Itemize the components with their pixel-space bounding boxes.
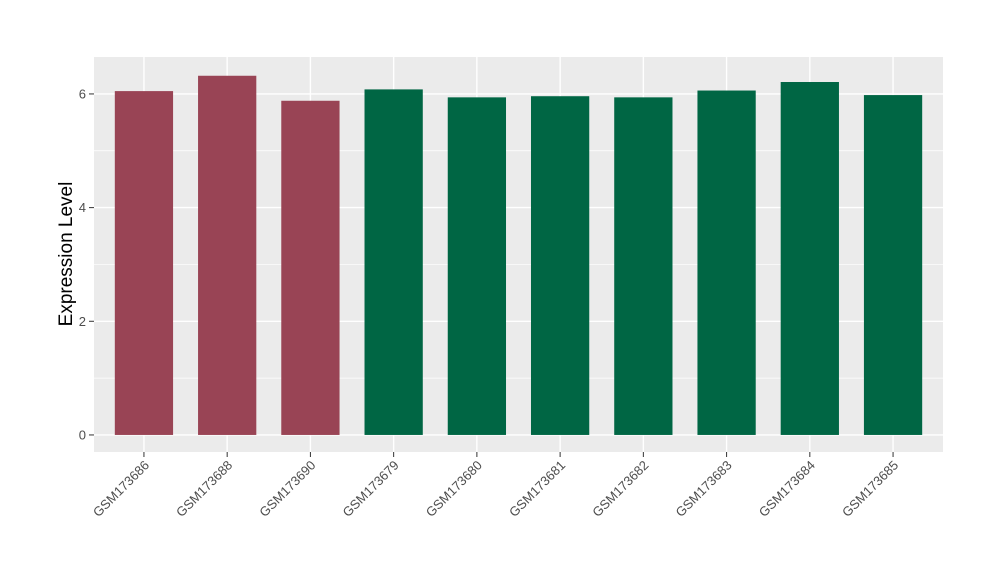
bars: [114, 75, 923, 435]
y-tick-label: 6: [79, 86, 86, 101]
x-tick-label: GSM173682: [589, 458, 651, 520]
x-tick-label: GSM173686: [90, 458, 152, 520]
bar-GSM173690: [281, 100, 340, 435]
bar-GSM173681: [530, 96, 590, 435]
x-tick-label: GSM173679: [340, 458, 402, 520]
bar-GSM173685: [863, 95, 923, 435]
y-axis-label: Expression Level: [56, 182, 77, 327]
bar-GSM173686: [114, 91, 174, 435]
bar-GSM173688: [198, 75, 257, 435]
bar-GSM173683: [697, 90, 756, 435]
x-tick-label: GSM173680: [423, 458, 485, 520]
x-axis: GSM173686 GSM173688 GSM173690 GSM173679 GSM1…: [90, 452, 901, 520]
x-tick-label: GSM173681: [506, 458, 568, 520]
bar-GSM173680: [447, 97, 507, 435]
y-tick-label: 0: [79, 427, 86, 442]
bar-GSM173679: [364, 89, 423, 435]
bar-GSM173684: [780, 82, 839, 435]
y-tick-label: 2: [79, 314, 86, 329]
y-axis: 0 2 4 6: [79, 86, 94, 442]
bar-GSM173682: [614, 97, 673, 435]
x-tick-label: GSM173685: [839, 458, 901, 520]
x-tick-label: GSM173684: [756, 458, 818, 520]
x-tick-label: GSM173688: [173, 458, 235, 520]
x-tick-label: GSM173690: [256, 458, 318, 520]
y-tick-label: 4: [79, 200, 86, 215]
x-tick-label: GSM173683: [672, 458, 734, 520]
